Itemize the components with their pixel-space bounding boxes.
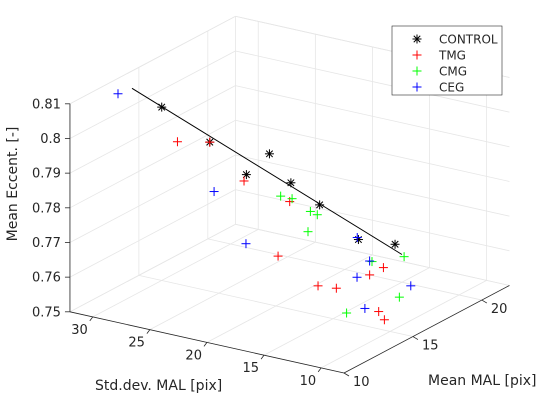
- z-tick-label: 0.76: [32, 271, 61, 286]
- y-tick: [146, 329, 151, 334]
- box-edge: [69, 223, 236, 313]
- data-point: [367, 257, 377, 267]
- data-point: [315, 200, 325, 210]
- data-point: [264, 149, 274, 159]
- data-point: [378, 263, 388, 273]
- tick-labels: 10 15 20 10 15 20 25 30 0.75 0.76 0.77 0.78 0.79 0.8 0…: [32, 97, 507, 390]
- z-tick-label: 0.78: [32, 201, 61, 216]
- legend-item: CEG: [412, 81, 464, 95]
- data-point: [353, 235, 363, 245]
- grid-line: [69, 119, 236, 209]
- z-tick-label: 0.8: [40, 132, 61, 147]
- y-tick: [203, 342, 208, 347]
- data-point: [360, 303, 370, 313]
- series-control: [157, 102, 400, 249]
- x-tick: [412, 336, 419, 340]
- data-point: [303, 227, 313, 237]
- x-tick: [343, 372, 350, 377]
- grid-line: [206, 254, 373, 343]
- series-ceg: [113, 89, 416, 313]
- grid-line: [320, 280, 487, 369]
- grid-line: [235, 154, 510, 217]
- y-tick-label: 25: [128, 336, 145, 351]
- grid-layer: [69, 15, 510, 374]
- data-point: [365, 256, 375, 266]
- data-point: [276, 191, 286, 201]
- legend-item: CONTROL: [412, 33, 498, 47]
- legend-item: CMG: [412, 65, 467, 79]
- data-point: [379, 315, 389, 325]
- box-edge: [235, 223, 510, 286]
- data-point: [374, 307, 384, 317]
- data-point: [352, 272, 362, 282]
- legend-label: CMG: [439, 65, 467, 79]
- legend-label: TMG: [438, 49, 466, 63]
- data-point: [287, 194, 297, 204]
- data-point: [113, 89, 123, 99]
- data-point: [406, 281, 416, 291]
- series-tmg: [172, 137, 389, 325]
- legend-label: CONTROL: [439, 33, 498, 47]
- data-point: [313, 281, 323, 291]
- grid-line: [149, 241, 316, 331]
- x-axis-label: Mean MAL [pix]: [428, 373, 537, 389]
- y-tick-label: 10: [300, 374, 317, 389]
- data-point: [205, 137, 215, 147]
- x-axis-line: [343, 285, 510, 374]
- z-axis-label: Mean Eccent. [-]: [5, 127, 21, 242]
- data-point: [286, 178, 296, 188]
- x-tick-label: 10: [353, 375, 370, 390]
- data-point: [241, 170, 251, 180]
- grid-line: [69, 85, 236, 174]
- data-point: [305, 206, 315, 216]
- data-point: [273, 251, 283, 261]
- data-point: [365, 270, 375, 280]
- axes-layer: [64, 103, 510, 377]
- grid-line: [69, 154, 236, 243]
- legend-item: TMG: [412, 49, 466, 63]
- data-point: [342, 308, 352, 318]
- grid-line: [235, 119, 510, 182]
- x-tick-label: 20: [491, 302, 508, 317]
- grid-line: [235, 50, 510, 113]
- grid-line: [235, 85, 510, 148]
- fit-line: [131, 87, 403, 255]
- legend-items: CONTROL TMG CMG CEG: [412, 33, 498, 95]
- marks-layer: [113, 87, 416, 325]
- y-tick: [260, 354, 265, 360]
- data-point: [390, 239, 400, 249]
- series-cmg: [276, 191, 409, 318]
- y-tick-label: 15: [243, 361, 260, 376]
- data-point: [172, 137, 182, 147]
- grid-line: [69, 189, 236, 278]
- z-tick-label: 0.75: [32, 305, 61, 320]
- data-point: [394, 292, 404, 302]
- legend-label: CEG: [439, 81, 464, 95]
- z-tick-label: 0.81: [32, 97, 61, 112]
- x-tick: [481, 299, 488, 304]
- data-point: [241, 239, 251, 249]
- y-tick-label: 20: [185, 348, 202, 363]
- y-axis-label: Std.dev. MAL [pix]: [95, 378, 222, 394]
- data-point: [312, 210, 322, 220]
- data-point: [352, 233, 362, 243]
- grid-line: [69, 50, 236, 139]
- x-tick-label: 15: [422, 339, 439, 354]
- y-tick: [317, 367, 322, 373]
- z-tick-label: 0.77: [32, 236, 61, 251]
- data-point: [157, 102, 167, 112]
- legend-box: [391, 25, 503, 96]
- legend: CONTROL TMG CMG CEG: [391, 25, 503, 96]
- box-edge: [69, 15, 236, 105]
- z-tick-label: 0.79: [32, 167, 61, 182]
- grid-line: [92, 229, 259, 318]
- data-point: [209, 187, 219, 197]
- y-tick-label: 30: [71, 323, 88, 338]
- data-point: [399, 252, 409, 262]
- data-point: [239, 176, 249, 186]
- data-point: [331, 283, 341, 293]
- y-tick: [89, 316, 94, 322]
